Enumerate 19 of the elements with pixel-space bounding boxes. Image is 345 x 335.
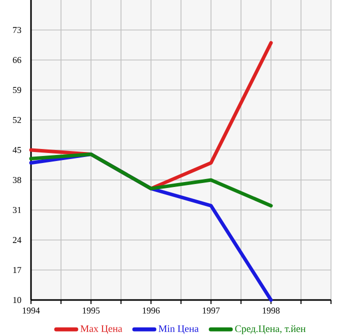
y-tick-label: 52: [13, 116, 21, 124]
y-tick-label: 73: [13, 26, 22, 34]
legend-label: Сред.Цена, т.йен: [235, 325, 306, 334]
x-tick-label: 1995: [82, 308, 100, 314]
y-tick-label: 17: [13, 267, 22, 273]
line-series: [29, 152, 273, 208]
y-tick-label: 66: [12, 56, 22, 64]
y-tick-label: 24: [12, 237, 22, 243]
x-tick-label: 1997: [202, 308, 220, 314]
x-tick-label: 1994: [22, 308, 40, 314]
y-tick-label: 38: [12, 176, 22, 184]
legend-label: Min Цена: [158, 325, 199, 334]
x-tick-label: 1998: [262, 308, 280, 314]
y-tick-label: 59: [13, 86, 22, 94]
legend-label: Max Цена: [80, 325, 122, 334]
x-tick-label: 1996: [142, 308, 160, 314]
y-tick-label: 31: [12, 206, 21, 214]
y-tick-label: 10: [13, 296, 22, 304]
y-tick-label: 45: [12, 147, 22, 153]
